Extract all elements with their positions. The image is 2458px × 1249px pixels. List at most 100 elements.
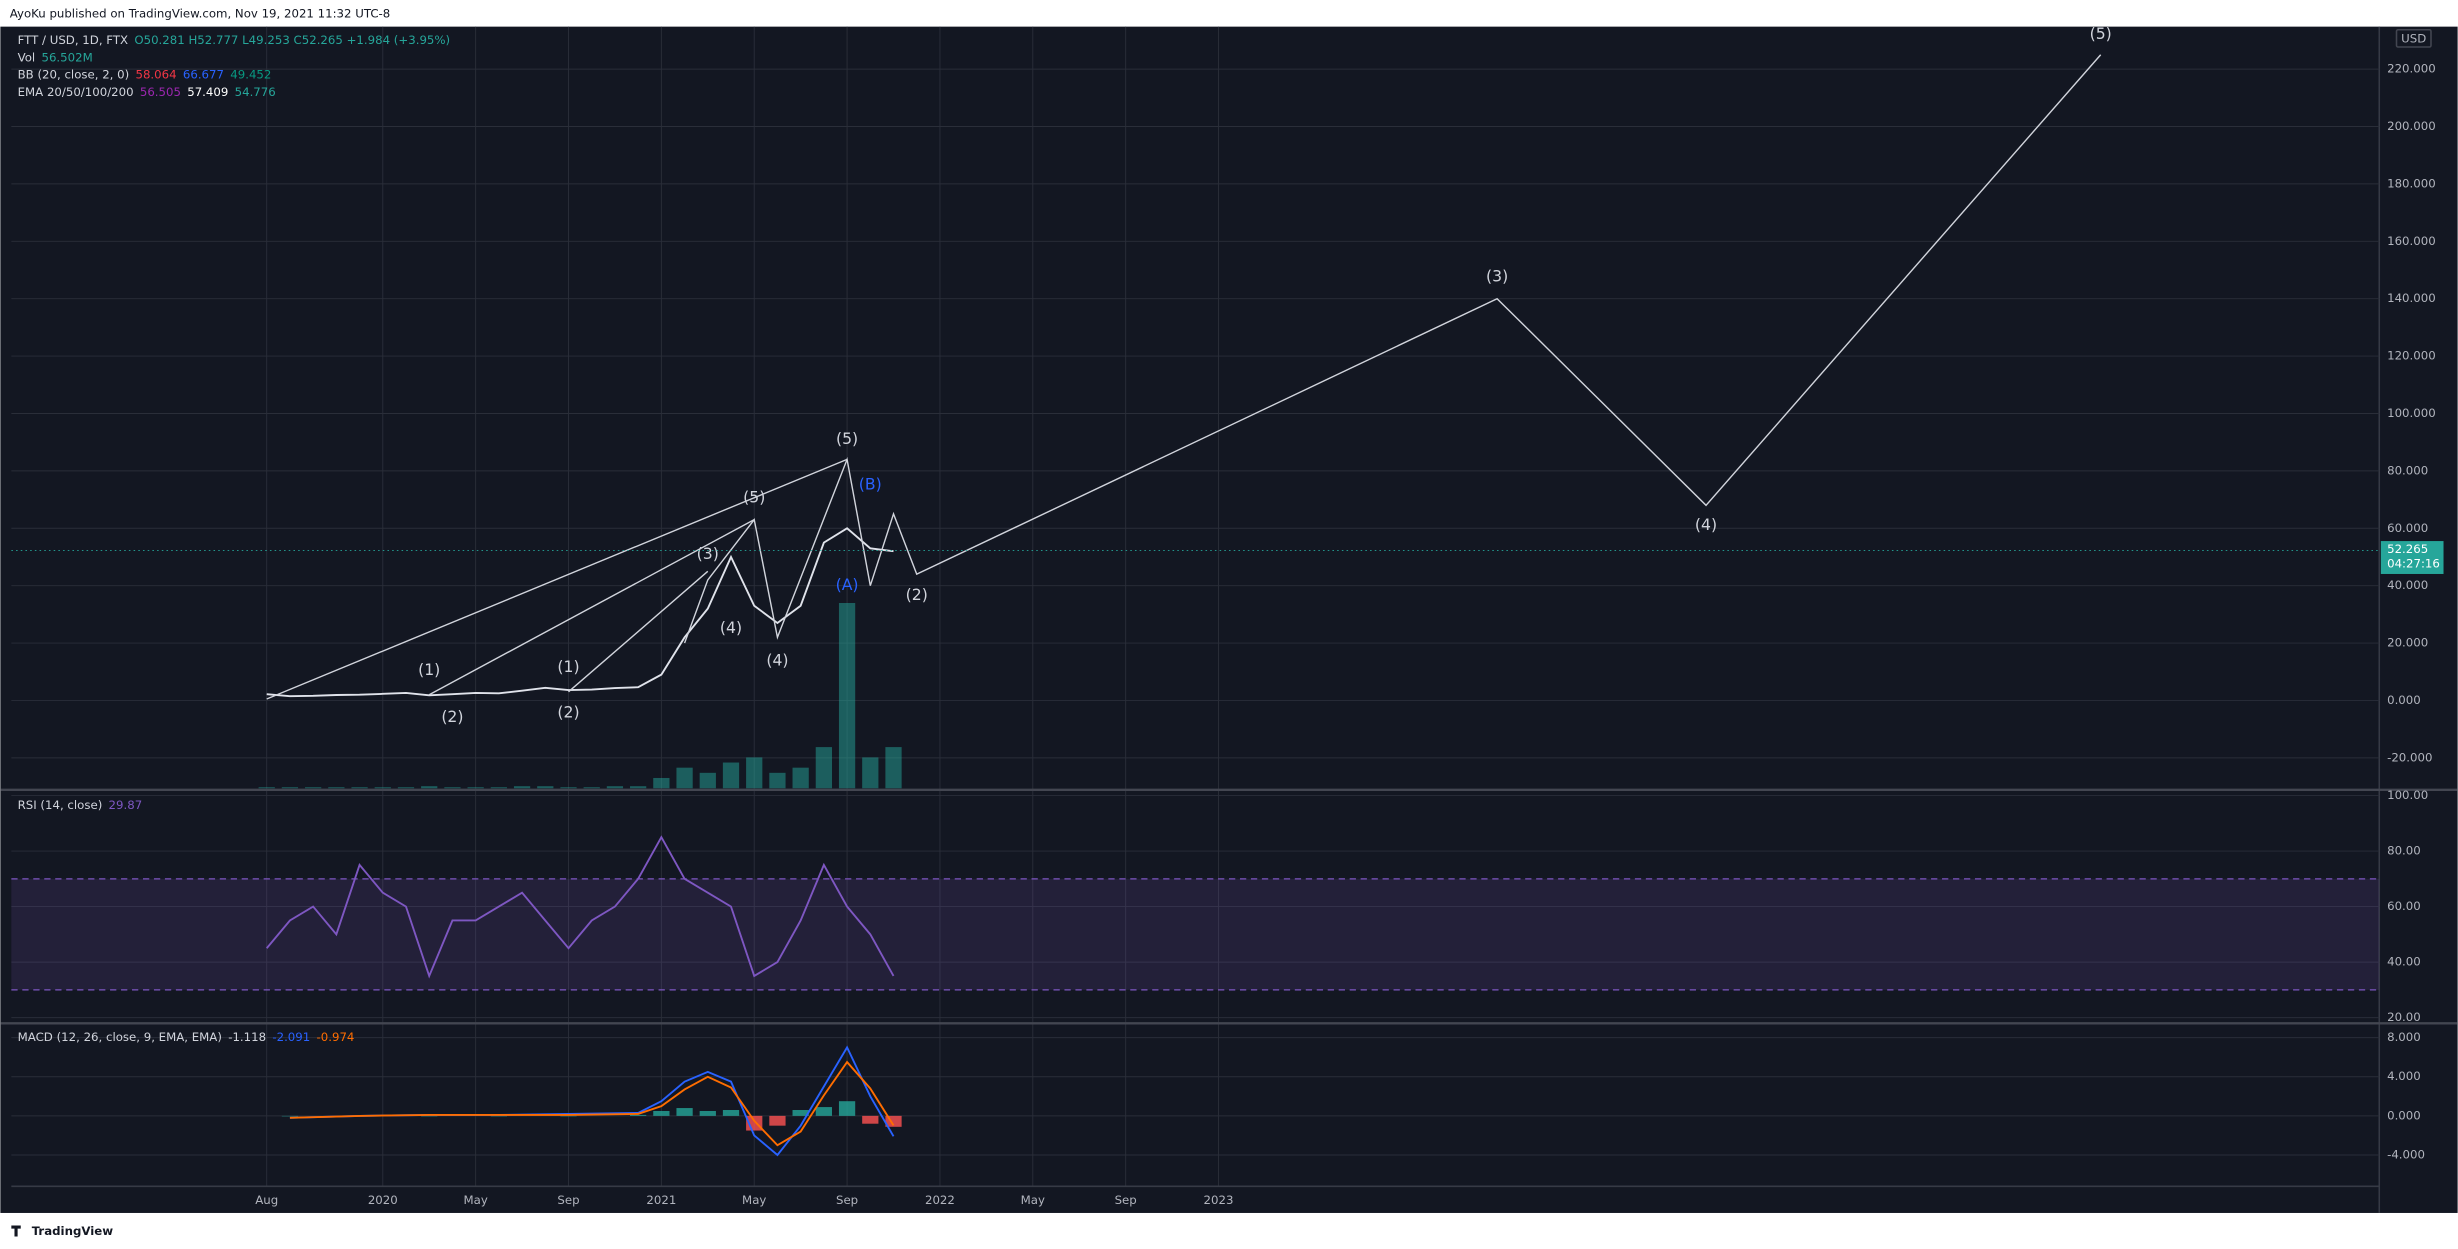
wave-label: (2) [906,585,928,604]
wave-line [266,458,848,700]
y-tick-label: 40.00 [2387,955,2421,969]
x-tick-label: May [463,1193,487,1207]
y-tick-label: 40.000 [2387,578,2428,592]
histogram-bar [792,1110,809,1116]
volume-bar [838,603,856,789]
y-tick-label: 60.00 [2387,899,2421,913]
wave-label: (4) [766,651,788,670]
legend-text: RSI (14, close) [18,798,103,812]
volume-bar [722,762,740,789]
legend-text: 57.409 [187,85,228,99]
x-tick-label: 2023 [1204,1193,1234,1207]
legend-text: -0.974 [317,1030,355,1044]
volume-bar [328,787,345,789]
volume-bar [815,747,832,789]
y-tick-label: 4.000 [2387,1069,2421,1083]
histogram-bar [838,1101,856,1116]
wave-label: (3) [1486,267,1508,286]
y-tick-label: -20.000 [2387,750,2432,764]
logo-icon [11,1225,21,1237]
volume-bar [374,787,391,789]
y-tick-label: 220.000 [2387,62,2436,76]
wave-label: (2) [441,707,463,726]
wave-label: (5) [836,429,858,448]
volume-bar [258,787,275,789]
legend-text: Vol [18,50,36,64]
y-tick-label: 0.000 [2387,693,2421,707]
volume-bar [537,786,554,789]
volume-bar [444,787,461,789]
volume-bar [746,757,763,789]
currency-label: USD [2401,32,2426,46]
histogram-bar [653,1110,670,1116]
legend-text: 54.776 [235,85,276,99]
legend-text: FTT / USD, 1D, FTX [18,33,128,47]
wave-label: (1) [418,660,440,679]
wave-label: (5) [2090,24,2112,43]
volume-bar [862,757,879,789]
currency-box [2395,28,2432,48]
series-line [265,835,895,979]
volume-bar [421,786,438,789]
legend-text: MACD (12, 26, close, 9, EMA, EMA) [18,1030,222,1044]
histogram-bar [699,1110,716,1116]
legend-text: -2.091 [272,1030,310,1044]
volume-bar [699,772,716,789]
last-price-label: 52.265 [2387,542,2428,556]
histogram-bar [722,1110,740,1116]
wave-label: (4) [1695,515,1717,534]
wave-line [568,570,709,693]
y-tick-label: 20.00 [2387,1010,2421,1024]
histogram-bar [862,1115,879,1124]
publish-header: AyoKu published on TradingView.com, Nov … [10,7,390,21]
histogram-bar [815,1107,832,1116]
volume-bar [351,787,368,789]
last-price-box [2380,541,2444,574]
x-tick-label: May [742,1193,766,1207]
volume-bar [560,787,577,789]
legend-text: O50.281 H52.777 L49.253 C52.265 +1.984 (… [134,33,450,47]
y-tick-label: 8.000 [2387,1030,2421,1044]
volume-bar [583,787,600,789]
wave-label: (2) [557,703,579,722]
wave-label: (5) [743,488,765,507]
legend-text: 56.502M [41,50,92,64]
x-tick-label: Aug [255,1193,278,1207]
legend-text: EMA 20/50/100/200 [18,85,134,99]
x-tick-label: 2022 [925,1193,955,1207]
y-tick-label: 0.000 [2387,1108,2421,1122]
legend-text: 58.064 [135,68,176,82]
y-tick-label: 60.000 [2387,521,2428,535]
wave-label: (3) [697,544,719,563]
x-tick-label: 2020 [368,1193,398,1207]
wave-label: (4) [720,618,742,637]
volume-bar [769,772,786,789]
y-tick-label: 100.00 [2387,788,2428,802]
rsi-band [11,878,2380,990]
countdown-label: 04:27:16 [2387,556,2440,570]
wave-line [683,54,2102,644]
series-line [289,1060,895,1147]
legend-text: 66.677 [183,68,224,82]
y-tick-label: 200.000 [2387,119,2436,133]
y-tick-label: 20.000 [2387,636,2428,650]
volume-bar [792,767,809,789]
histogram-bar [630,1114,647,1116]
legend-text: 49.452 [230,68,271,82]
volume-bar [397,787,415,789]
legend-text: BB (20, close, 2, 0) [18,68,130,82]
wave-line [428,519,755,696]
footer-logo: TradingView [32,1224,114,1238]
x-tick-label: May [1021,1193,1045,1207]
x-tick-label: Sep [557,1193,579,1207]
legend-text: -1.118 [228,1030,266,1044]
wave-label: (B) [859,475,882,494]
y-tick-label: 120.000 [2387,349,2436,363]
y-tick-label: 160.000 [2387,234,2436,248]
volume-bar [676,767,693,789]
chart-background [0,26,2458,1213]
volume-bar [467,787,484,789]
volume-bar [513,786,531,789]
wave-label: (A) [836,575,859,594]
